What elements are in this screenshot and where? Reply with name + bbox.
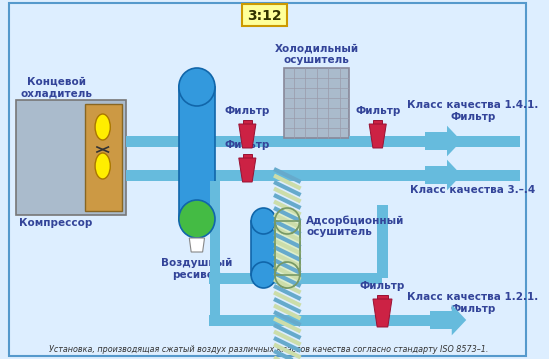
Bar (425, 166, 447, 184)
Text: Концевой
охладитель: Концевой охладитель (20, 76, 92, 98)
Text: Класс качества 1.2.1.: Класс качества 1.2.1. (407, 292, 539, 302)
Text: Адсорбционный
осушитель: Адсорбционный осушитель (306, 215, 405, 237)
Bar (377, 295, 388, 299)
Bar (275, 221, 300, 275)
Bar (251, 221, 276, 275)
Bar (349, 135, 383, 146)
Text: Фильтр: Фильтр (225, 106, 270, 116)
Ellipse shape (95, 114, 110, 140)
Text: Компрессор: Компрессор (19, 218, 93, 228)
Bar (243, 120, 252, 124)
Bar (209, 314, 406, 326)
Ellipse shape (251, 262, 276, 288)
Text: Фильтр: Фильтр (450, 112, 496, 122)
Bar (275, 221, 300, 275)
Text: Установка, производящая сжатый воздух различных классов качества согласно станда: Установка, производящая сжатый воздух ра… (49, 345, 488, 354)
Polygon shape (373, 299, 392, 327)
Bar (393, 135, 425, 146)
Bar (210, 284, 220, 320)
Bar (85, 104, 122, 211)
Text: Фильтр: Фильтр (360, 281, 405, 291)
Bar (179, 87, 215, 219)
Text: 3:12: 3:12 (247, 9, 282, 23)
Ellipse shape (179, 68, 215, 106)
Bar (215, 135, 520, 146)
Text: Класс качества 3.–.4: Класс качества 3.–.4 (410, 185, 535, 195)
Ellipse shape (179, 200, 215, 238)
Polygon shape (239, 158, 256, 182)
Text: Класс качества 1.4.1.: Класс качества 1.4.1. (407, 100, 539, 110)
Bar (425, 132, 447, 150)
Ellipse shape (275, 262, 300, 288)
Bar (215, 169, 520, 181)
Polygon shape (447, 126, 462, 156)
Bar (373, 120, 383, 124)
Bar (284, 68, 349, 138)
Text: Воздушный
ресивер: Воздушный ресивер (161, 258, 233, 280)
Polygon shape (369, 124, 386, 148)
Text: Фильтр: Фильтр (355, 106, 400, 116)
Bar (209, 272, 383, 284)
Ellipse shape (95, 153, 110, 179)
Polygon shape (452, 305, 466, 335)
Bar (430, 311, 452, 329)
FancyBboxPatch shape (242, 4, 287, 26)
Polygon shape (239, 124, 256, 148)
Bar (210, 181, 220, 278)
Bar (126, 135, 183, 146)
Text: Холодильный
осушитель: Холодильный осушитель (274, 43, 359, 65)
Ellipse shape (251, 208, 276, 234)
Ellipse shape (275, 208, 300, 234)
Bar (400, 314, 430, 326)
Bar (243, 154, 252, 158)
Bar (126, 169, 183, 181)
Polygon shape (447, 160, 462, 190)
Bar (377, 205, 388, 278)
Polygon shape (189, 238, 205, 252)
Text: Фильтр: Фильтр (450, 304, 496, 314)
Text: Фильтр: Фильтр (225, 140, 270, 150)
Bar (16, 100, 126, 215)
